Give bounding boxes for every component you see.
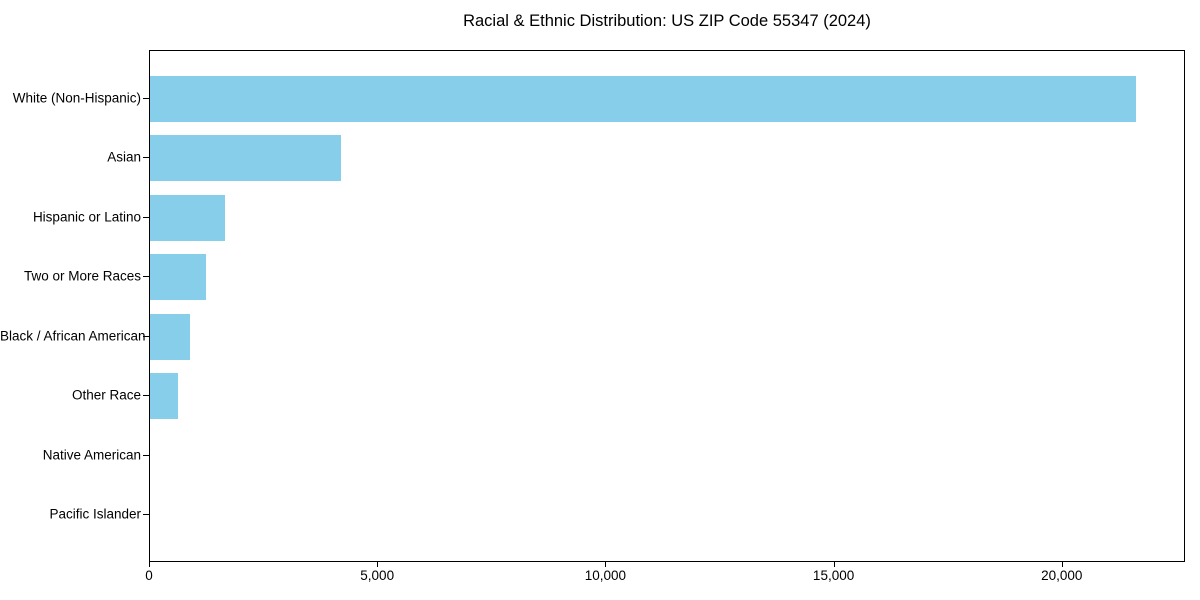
bar-5 (150, 373, 179, 420)
x-tick-mark (1061, 562, 1063, 567)
x-tick-label: 5,000 (360, 568, 395, 583)
bar-1 (150, 135, 342, 182)
x-tick-label: 15,000 (812, 568, 855, 583)
y-tick-label: Asian (107, 149, 141, 165)
x-tick-label: 10,000 (584, 568, 627, 583)
y-tick-mark (143, 157, 149, 159)
y-tick-mark (143, 395, 149, 397)
y-axis-labels: White (Non-Hispanic) Asian Hispanic or Lat… (0, 50, 146, 562)
y-tick-mark (143, 454, 149, 456)
chart-title: Racial & Ethnic Distribution: US ZIP Cod… (463, 12, 871, 30)
x-tick-label: 20,000 (1041, 568, 1083, 583)
bar-0 (150, 76, 1137, 122)
y-tick-label: Two or More Races (23, 268, 141, 284)
y-tick-label: White (Non-Hispanic) (12, 90, 141, 106)
x-tick-label: 0 (145, 568, 153, 583)
y-tick-mark (143, 216, 149, 218)
y-tick-mark (143, 514, 149, 515)
y-tick-label: Pacific Islander (49, 506, 141, 522)
y-tick-label: Native American (42, 447, 141, 463)
y-tick-mark (143, 276, 149, 278)
bar-3 (150, 254, 207, 301)
x-tick-mark (605, 562, 607, 567)
y-tick-mark (143, 98, 149, 99)
bar-2 (150, 194, 226, 241)
y-tick-label: Other Race (71, 387, 141, 403)
x-tick-mark (149, 562, 150, 567)
bar-4 (150, 313, 191, 360)
x-axis: 0 5,000 10,000 15,000 20,000 (145, 562, 1185, 592)
y-tick-mark (143, 335, 149, 337)
x-tick-mark (377, 562, 379, 567)
y-tick-label: Black / African American (0, 328, 146, 344)
y-tick-label: Hispanic or Latino (32, 209, 141, 225)
plot-area (149, 50, 1185, 562)
x-tick-mark (833, 562, 835, 567)
